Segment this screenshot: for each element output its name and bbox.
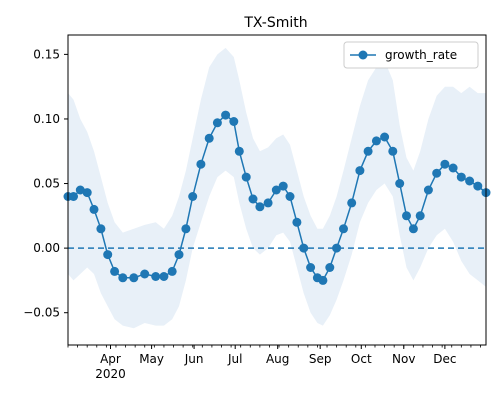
data-point — [388, 146, 398, 156]
data-point — [332, 243, 342, 253]
chart-title: TX-Smith — [243, 15, 307, 31]
data-point — [448, 163, 458, 173]
data-point — [271, 185, 281, 195]
legend-marker-swatch — [358, 50, 368, 60]
data-point — [89, 204, 99, 214]
x-tick-label: Sep — [309, 352, 332, 366]
data-point — [69, 192, 78, 201]
data-point — [432, 168, 442, 178]
data-point — [423, 185, 433, 195]
data-point — [278, 181, 288, 191]
data-point — [473, 181, 483, 191]
data-point — [129, 273, 139, 283]
data-point — [339, 224, 348, 234]
x-tick-label: Jun — [184, 352, 204, 366]
x-tick-label: Jul — [227, 352, 242, 366]
data-point — [229, 117, 239, 126]
data-point — [456, 172, 466, 182]
x-tick-label: Aug — [266, 352, 289, 366]
data-point — [325, 263, 335, 272]
data-point — [140, 269, 150, 279]
data-point — [355, 166, 365, 176]
y-tick-label: 0.00 — [33, 241, 60, 255]
data-point — [255, 202, 265, 212]
data-point — [363, 146, 373, 156]
data-point — [221, 110, 231, 120]
x-tick-label: Nov — [392, 352, 415, 366]
data-point — [395, 179, 405, 188]
data-point — [347, 198, 357, 208]
data-point — [285, 192, 295, 201]
data-point — [110, 266, 120, 276]
data-point — [204, 133, 214, 143]
y-tick-label: 0.05 — [33, 177, 60, 191]
y-tick-label: −0.05 — [23, 306, 60, 320]
plot-frame — [67, 34, 487, 346]
series-layer — [63, 110, 491, 285]
data-point — [408, 224, 418, 234]
x-tick-year-label: 2020 — [95, 367, 126, 381]
data-point — [292, 217, 302, 227]
x-tick-label: Oct — [351, 352, 372, 366]
x-tick-label: Apr — [100, 352, 121, 366]
data-point — [181, 224, 191, 234]
data-point — [82, 188, 92, 198]
y-tick-label: 0.15 — [33, 47, 60, 61]
data-point — [174, 250, 184, 260]
data-point — [402, 211, 411, 221]
legend: growth_rate — [343, 41, 479, 69]
data-point — [103, 250, 113, 260]
data-point — [196, 159, 206, 169]
y-tick-label: 0.10 — [33, 112, 60, 126]
data-point — [415, 211, 425, 221]
data-point — [234, 146, 244, 156]
data-point — [371, 136, 381, 146]
data-point — [380, 132, 390, 142]
data-point — [159, 272, 169, 281]
data-point — [465, 176, 475, 186]
data-point — [167, 266, 177, 276]
legend-label-growth-rate: growth_rate — [385, 48, 457, 62]
data-point — [212, 118, 222, 128]
data-point — [263, 198, 273, 208]
data-point — [248, 194, 258, 204]
data-point — [118, 273, 128, 283]
legend-box — [343, 41, 479, 69]
data-point — [318, 275, 328, 285]
data-point — [96, 224, 106, 234]
data-point — [299, 243, 309, 253]
x-tick-label: May — [139, 352, 164, 366]
data-point — [241, 172, 251, 182]
x-tick-label: Dec — [433, 352, 456, 366]
data-point — [440, 159, 450, 169]
data-point — [188, 192, 198, 201]
data-point — [306, 263, 316, 272]
data-point — [75, 185, 85, 195]
data-point — [151, 272, 161, 281]
